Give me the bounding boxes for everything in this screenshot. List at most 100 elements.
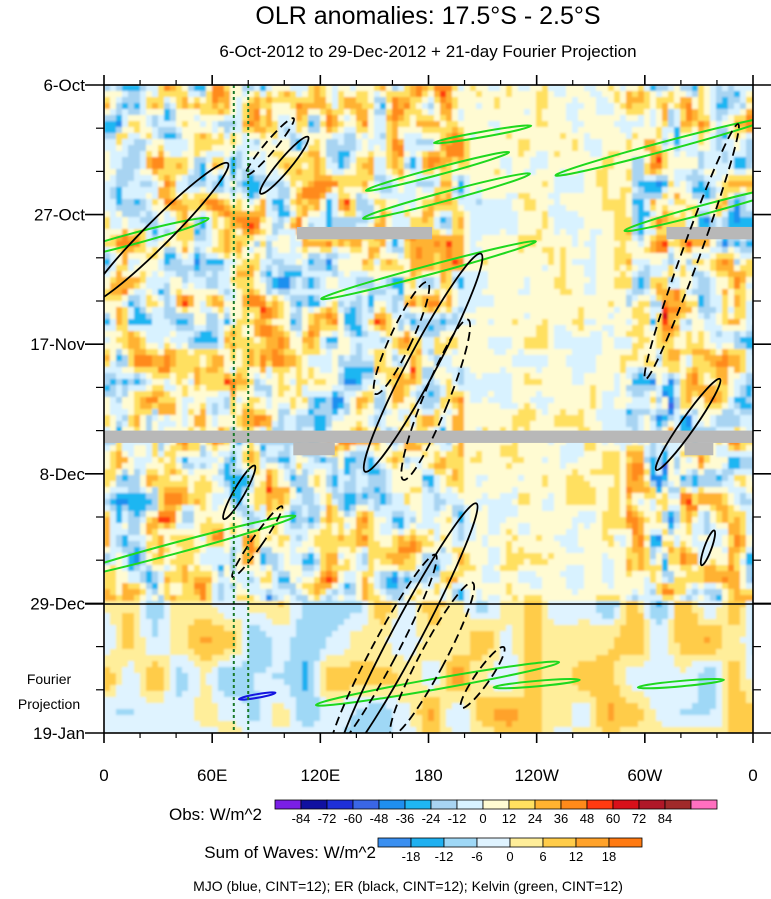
field-cell-3630 [302,283,309,290]
field-cell-4831 [314,349,321,356]
field-cell-1374 [500,157,507,164]
field-cell-2735 [164,235,171,242]
field-cell-301 [602,97,609,104]
field-cell-3990 [500,301,507,308]
field-cell-4509 [344,331,351,338]
field-cell-2492 [668,217,675,224]
field-cell-3499 [170,277,177,284]
field-cell-1420 [122,163,129,170]
field-cell-773 [164,127,171,134]
field-cell-2228 [392,205,399,212]
field-cell-1519 [716,163,723,170]
field-cell-4000 [560,301,567,308]
field-cell-4137 [728,307,735,314]
field-cell-1271 [536,151,543,158]
field-cell-4316 [494,319,501,326]
field-cell-3076 [248,253,255,260]
field-cell-4943 [332,355,339,362]
field-cell-664 [164,121,171,128]
field-cell-3382 [122,271,129,278]
field-cell-2729 [128,235,135,242]
field-cell-2223 [362,205,369,212]
field-cell-4019 [674,301,681,308]
field-cell-487 [410,109,417,116]
field-cell-3457 [572,271,579,278]
field-cell-2171 [704,199,711,206]
field-cell-27 [266,85,273,92]
field-cell-3601 [128,283,135,290]
field-cell-3516 [272,277,279,284]
field-cell-2418 [224,217,231,224]
field-cell-2558 [410,223,417,230]
field-cell-1557 [290,169,297,176]
field-cell-4649 [530,337,537,344]
field-cell-2472 [548,217,555,224]
field-cell-4448 [632,325,639,332]
field-cell-3763 [446,289,453,296]
field-cell-4132 [698,307,705,314]
field-cell-2589 [596,223,603,230]
field-cell-73 [542,85,549,92]
field-cell-3872 [446,295,453,302]
field-cell-563 [212,115,219,122]
field-cell-2038 [560,193,567,200]
field-cell-2895 [470,241,477,248]
field-cell-4051 [212,307,219,314]
field-cell-1674 [338,175,345,182]
field-cell-4016 [656,301,663,308]
field-cell-3826 [170,295,177,302]
field-cell-4156 [188,313,195,320]
field-cell-2396 [746,211,753,218]
field-cell-4736 [398,343,405,350]
field-cell-3119 [506,253,513,260]
field-cell-932 [464,133,471,140]
field-cell-4183 [350,313,357,320]
field-cell-3902 [626,295,633,302]
field-cell-4850 [428,349,435,356]
field-cell-4118 [614,307,621,314]
field-cell-703 [398,121,405,128]
field-cell-654 [104,121,111,128]
field-cell-608 [482,115,489,122]
field-cell-3282 [176,265,183,272]
field-cell-3345 [554,265,561,272]
field-cell-824 [470,127,477,134]
field-cell-2368 [578,211,585,218]
field-cell-2577 [524,223,531,230]
field-cell-795 [296,127,303,134]
field-cell-4872 [560,349,567,356]
field-cell-51 [410,85,417,92]
field-cell-72 [536,85,543,92]
field-cell-1398 [644,157,651,164]
field-cell-1788 [368,181,375,188]
field-cell-4802 [140,349,147,356]
field-cell-2703 [626,229,633,236]
field-cell-2892 [452,241,459,248]
field-cell-2695 [578,229,585,236]
field-cell-3931 [146,301,153,308]
field-cell-210 [710,91,717,98]
field-cell-1935 [596,187,603,194]
field-cell-2527 [224,223,231,230]
field-cell-3197 [320,259,327,266]
field-cell-3210 [398,259,405,266]
field-cell-1484 [506,163,513,170]
field-cell-1131 [350,145,357,152]
field-cell-1956 [722,187,729,194]
field-cell-788 [254,127,261,134]
field-cell-2748 [242,235,249,242]
field-cell-1386 [572,157,579,164]
field-cell-1002 [230,139,237,146]
field-cell-3687 [644,283,651,290]
field-cell-4371 [170,325,177,332]
field-cell-3795 [638,289,645,296]
field-cell-4878 [596,349,603,356]
field-cell-280 [476,97,483,104]
field-cell-859 [680,127,687,134]
field-cell-160 [410,91,417,98]
field-cell-2979 [320,247,327,254]
field-cell-1428 [170,163,177,170]
field-cell-400 [542,103,549,110]
field-cell-1783 [338,181,345,188]
field-cell-4198 [440,313,447,320]
